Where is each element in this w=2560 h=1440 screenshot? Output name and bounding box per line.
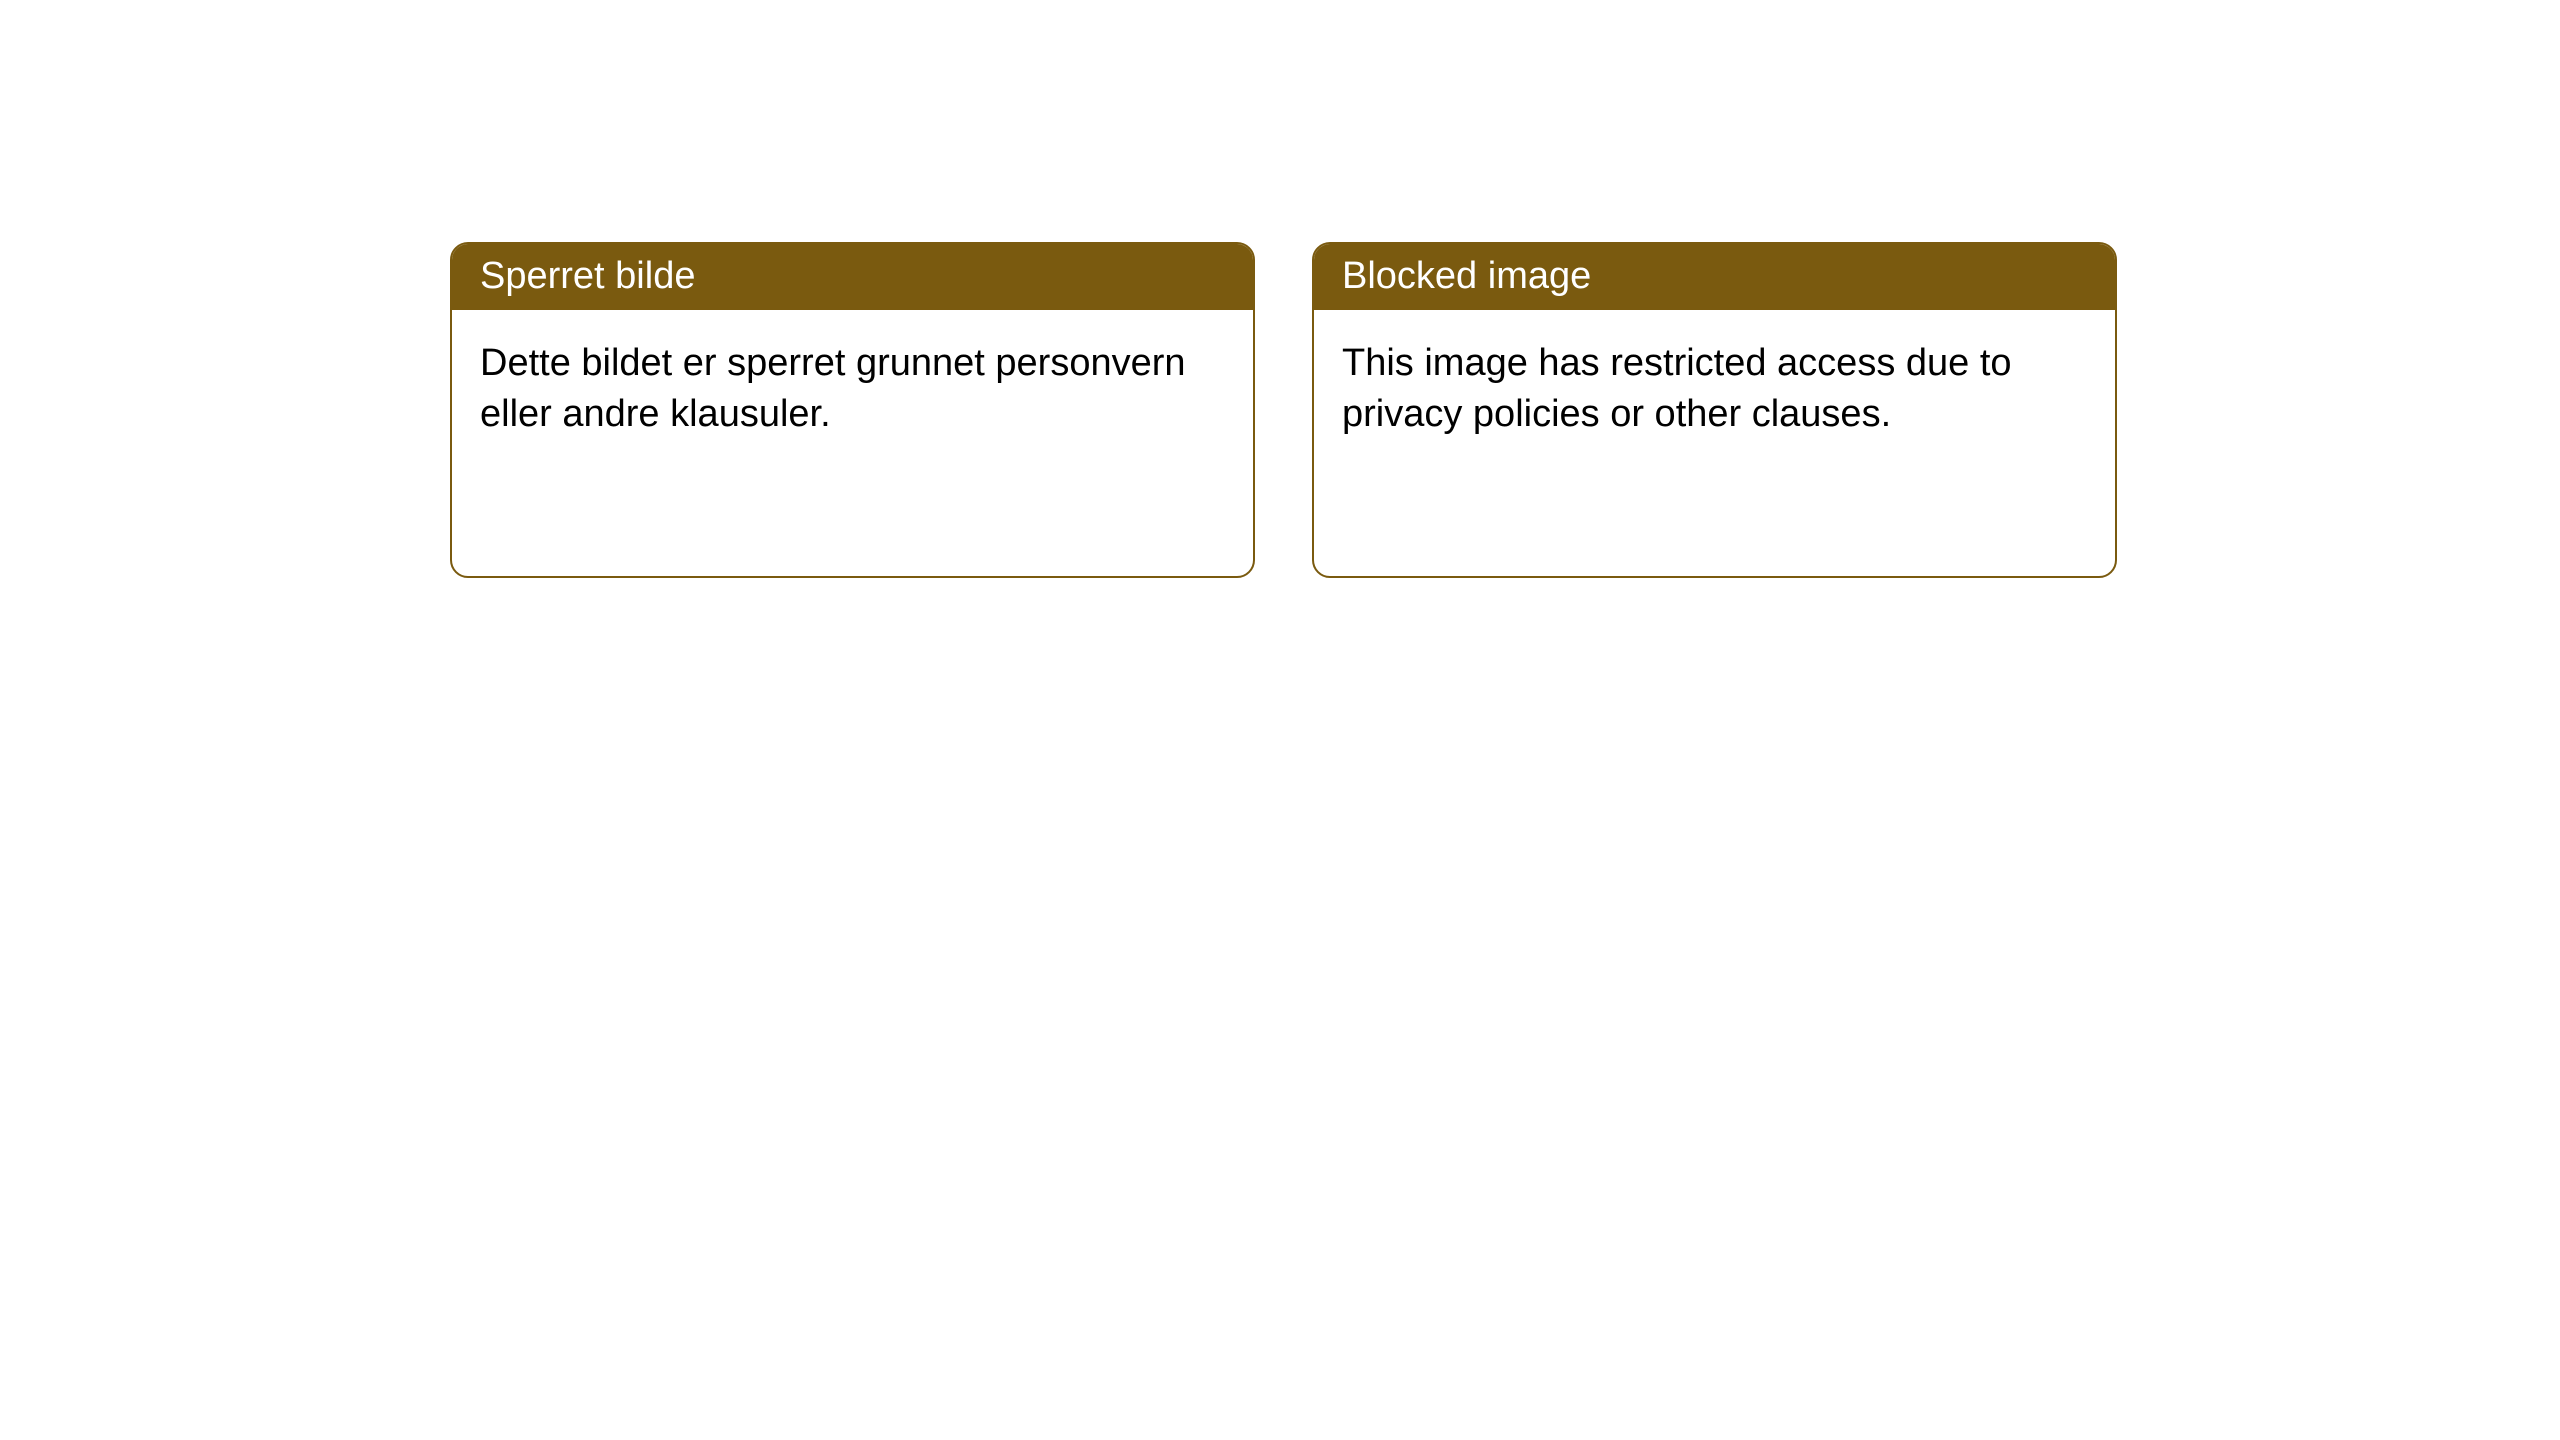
notice-message-norwegian: Dette bildet er sperret grunnet personve…	[452, 310, 1253, 469]
notice-card-norwegian: Sperret bilde Dette bildet er sperret gr…	[450, 242, 1255, 578]
blocked-image-notices: Sperret bilde Dette bildet er sperret gr…	[450, 242, 2117, 578]
notice-message-english: This image has restricted access due to …	[1314, 310, 2115, 469]
notice-title-english: Blocked image	[1314, 244, 2115, 310]
notice-title-norwegian: Sperret bilde	[452, 244, 1253, 310]
notice-card-english: Blocked image This image has restricted …	[1312, 242, 2117, 578]
